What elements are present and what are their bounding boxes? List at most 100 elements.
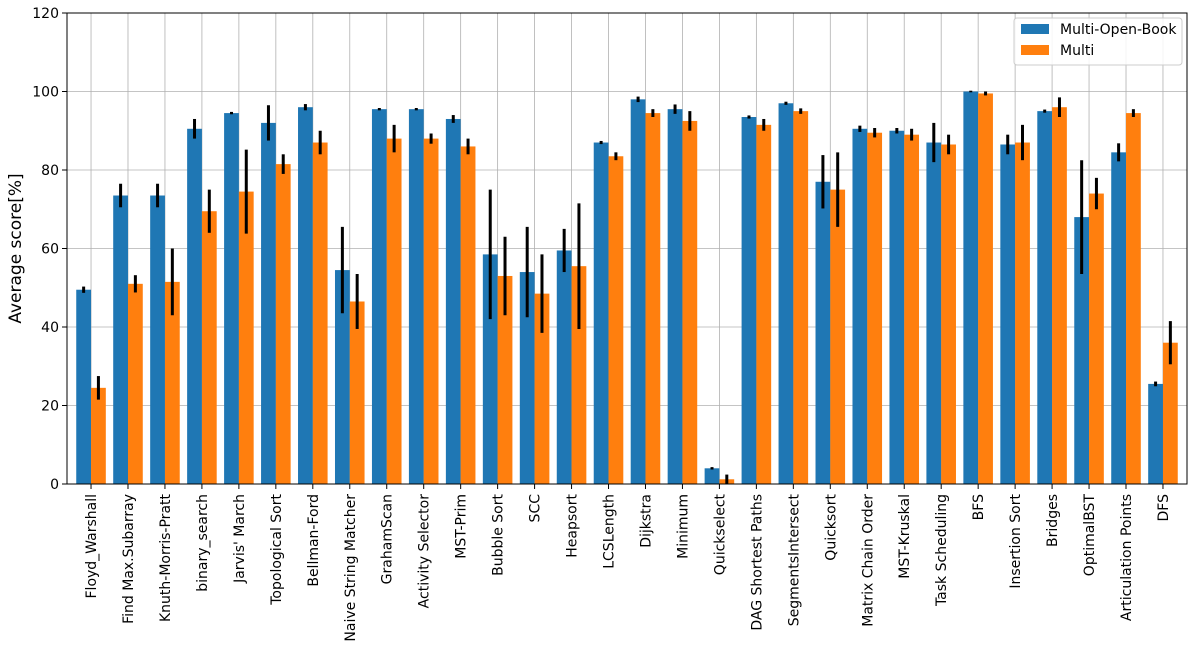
y-tick-label: 80 bbox=[41, 163, 59, 179]
bar-multi-open-book bbox=[704, 468, 720, 484]
y-axis: 0 20 40 60 80 100 120 bbox=[32, 6, 67, 493]
bar-multi bbox=[978, 93, 993, 485]
bar-multi bbox=[534, 293, 550, 484]
bar-multi-open-book bbox=[519, 272, 535, 484]
bar-multi bbox=[571, 266, 587, 484]
x-tick-label: MST-Prim bbox=[454, 494, 470, 559]
legend-label-multi-open-book: Multi-Open-Book bbox=[1060, 22, 1177, 38]
legend-swatch-multi bbox=[1021, 45, 1049, 55]
bar-multi bbox=[793, 111, 809, 484]
bar-multi bbox=[497, 275, 513, 484]
legend-label-multi: Multi bbox=[1060, 43, 1094, 59]
bar-multi-open-book bbox=[371, 109, 387, 484]
bar-multi-open-book bbox=[556, 250, 572, 484]
bar-multi-open-book bbox=[1037, 111, 1053, 484]
bar-multi-open-book bbox=[889, 130, 905, 484]
bar-multi-open-book bbox=[76, 289, 92, 484]
bar-multi bbox=[867, 132, 883, 484]
bar-multi-open-book bbox=[334, 270, 350, 484]
x-tick-label: Heapsort bbox=[565, 493, 581, 557]
bar-multi-open-book bbox=[778, 103, 794, 485]
legend-box bbox=[1013, 17, 1183, 66]
bar-multi-open-book bbox=[852, 128, 868, 484]
y-tick-label: 100 bbox=[32, 85, 59, 101]
x-tick-label: Articulation Points bbox=[1119, 494, 1135, 621]
bar-multi bbox=[423, 138, 439, 484]
y-axis-title: Average score[%] bbox=[6, 173, 26, 323]
x-tick-label: Topological Sort bbox=[269, 494, 285, 606]
bar-multi bbox=[386, 138, 402, 484]
bar-multi bbox=[1162, 342, 1178, 484]
bar-multi bbox=[941, 144, 956, 485]
bar-multi bbox=[1089, 193, 1104, 485]
bar-multi bbox=[904, 134, 920, 485]
y-tick-label: 20 bbox=[41, 399, 59, 415]
y-tick-label: 40 bbox=[41, 320, 59, 336]
bar-multi-open-book bbox=[593, 142, 609, 484]
x-tick-label: binary_search bbox=[195, 494, 211, 592]
x-tick-label: DFS bbox=[1156, 494, 1172, 522]
bar-multi-open-book bbox=[926, 142, 942, 484]
x-tick-label: LCSLength bbox=[602, 494, 618, 569]
x-tick-label: Insertion Sort bbox=[1008, 494, 1024, 589]
y-tick-label: 60 bbox=[41, 242, 59, 258]
x-tick-label: Floyd_Warshall bbox=[84, 494, 100, 599]
x-tick-label: Find Max.Subarray bbox=[121, 494, 137, 624]
bar-multi-open-book bbox=[963, 91, 979, 484]
x-tick-label: Matrix Chain Order bbox=[860, 494, 876, 627]
bar-multi bbox=[1126, 113, 1141, 485]
bar-multi bbox=[645, 113, 661, 485]
bar-multi bbox=[127, 283, 143, 484]
x-tick-label: Jarvis' March bbox=[232, 494, 248, 584]
legend-swatch-multi-open-book bbox=[1021, 24, 1049, 34]
x-tick-label: Minimum bbox=[675, 494, 691, 559]
bar-multi-open-book bbox=[113, 195, 128, 484]
bar-multi-open-book bbox=[630, 99, 646, 484]
bar-multi-open-book bbox=[150, 195, 165, 484]
x-tick-label: GrahamScan bbox=[380, 494, 396, 584]
y-tick-label: 0 bbox=[50, 477, 59, 493]
bar-multi-open-book bbox=[261, 122, 276, 485]
bar-multi-open-book bbox=[408, 109, 424, 484]
x-tick-label: DAG Shortest Paths bbox=[749, 494, 765, 631]
x-tick-label: Task Scheduling bbox=[934, 494, 950, 607]
x-tick-label: Bellman-Ford bbox=[306, 494, 322, 587]
bar-multi-open-book bbox=[1111, 152, 1127, 484]
bar-multi-open-book bbox=[1148, 383, 1163, 484]
bar-multi bbox=[201, 211, 217, 484]
x-tick-label: Dijkstra bbox=[638, 494, 654, 548]
bars bbox=[76, 91, 1178, 485]
bar-multi bbox=[682, 120, 698, 484]
x-tick-label: Quickselect bbox=[712, 493, 728, 575]
x-tick-label: Bubble Sort bbox=[491, 493, 507, 575]
bar-multi bbox=[460, 146, 476, 484]
x-tick-label: OptimalBST bbox=[1082, 494, 1098, 577]
x-tick-label: Bridges bbox=[1045, 494, 1061, 547]
bar-multi bbox=[349, 301, 365, 484]
bar-multi bbox=[830, 189, 846, 484]
bar-multi bbox=[1052, 107, 1067, 484]
bar-multi-open-book bbox=[815, 181, 831, 484]
x-tick-label: Activity Selector bbox=[417, 494, 433, 609]
bar-multi-open-book bbox=[482, 254, 498, 484]
x-axis: Floyd_Warshall Find Max.Subarray Knuth-Mor… bbox=[84, 484, 1172, 642]
bar-multi bbox=[1015, 142, 1030, 484]
bar-multi-open-book bbox=[187, 128, 202, 484]
bar-multi-open-book bbox=[298, 107, 313, 484]
x-tick-label: Naive String Matcher bbox=[343, 494, 359, 642]
bar-multi bbox=[608, 156, 624, 484]
bar-multi-open-book bbox=[667, 109, 683, 484]
bar-multi bbox=[756, 124, 772, 485]
x-tick-label: SegmentsIntersect bbox=[786, 493, 802, 626]
bar-multi bbox=[91, 387, 106, 484]
bar-multi-open-book bbox=[1000, 144, 1016, 485]
x-tick-label: MST-Kruskal bbox=[897, 494, 913, 579]
bar-multi bbox=[275, 164, 291, 485]
bar-multi-open-book bbox=[445, 118, 461, 484]
bar-multi-open-book bbox=[741, 117, 757, 484]
error-bars bbox=[82, 90, 1172, 484]
bar-multi bbox=[238, 191, 254, 484]
bar-multi-open-book bbox=[224, 113, 239, 485]
x-tick-label: Quicksort bbox=[823, 494, 839, 561]
